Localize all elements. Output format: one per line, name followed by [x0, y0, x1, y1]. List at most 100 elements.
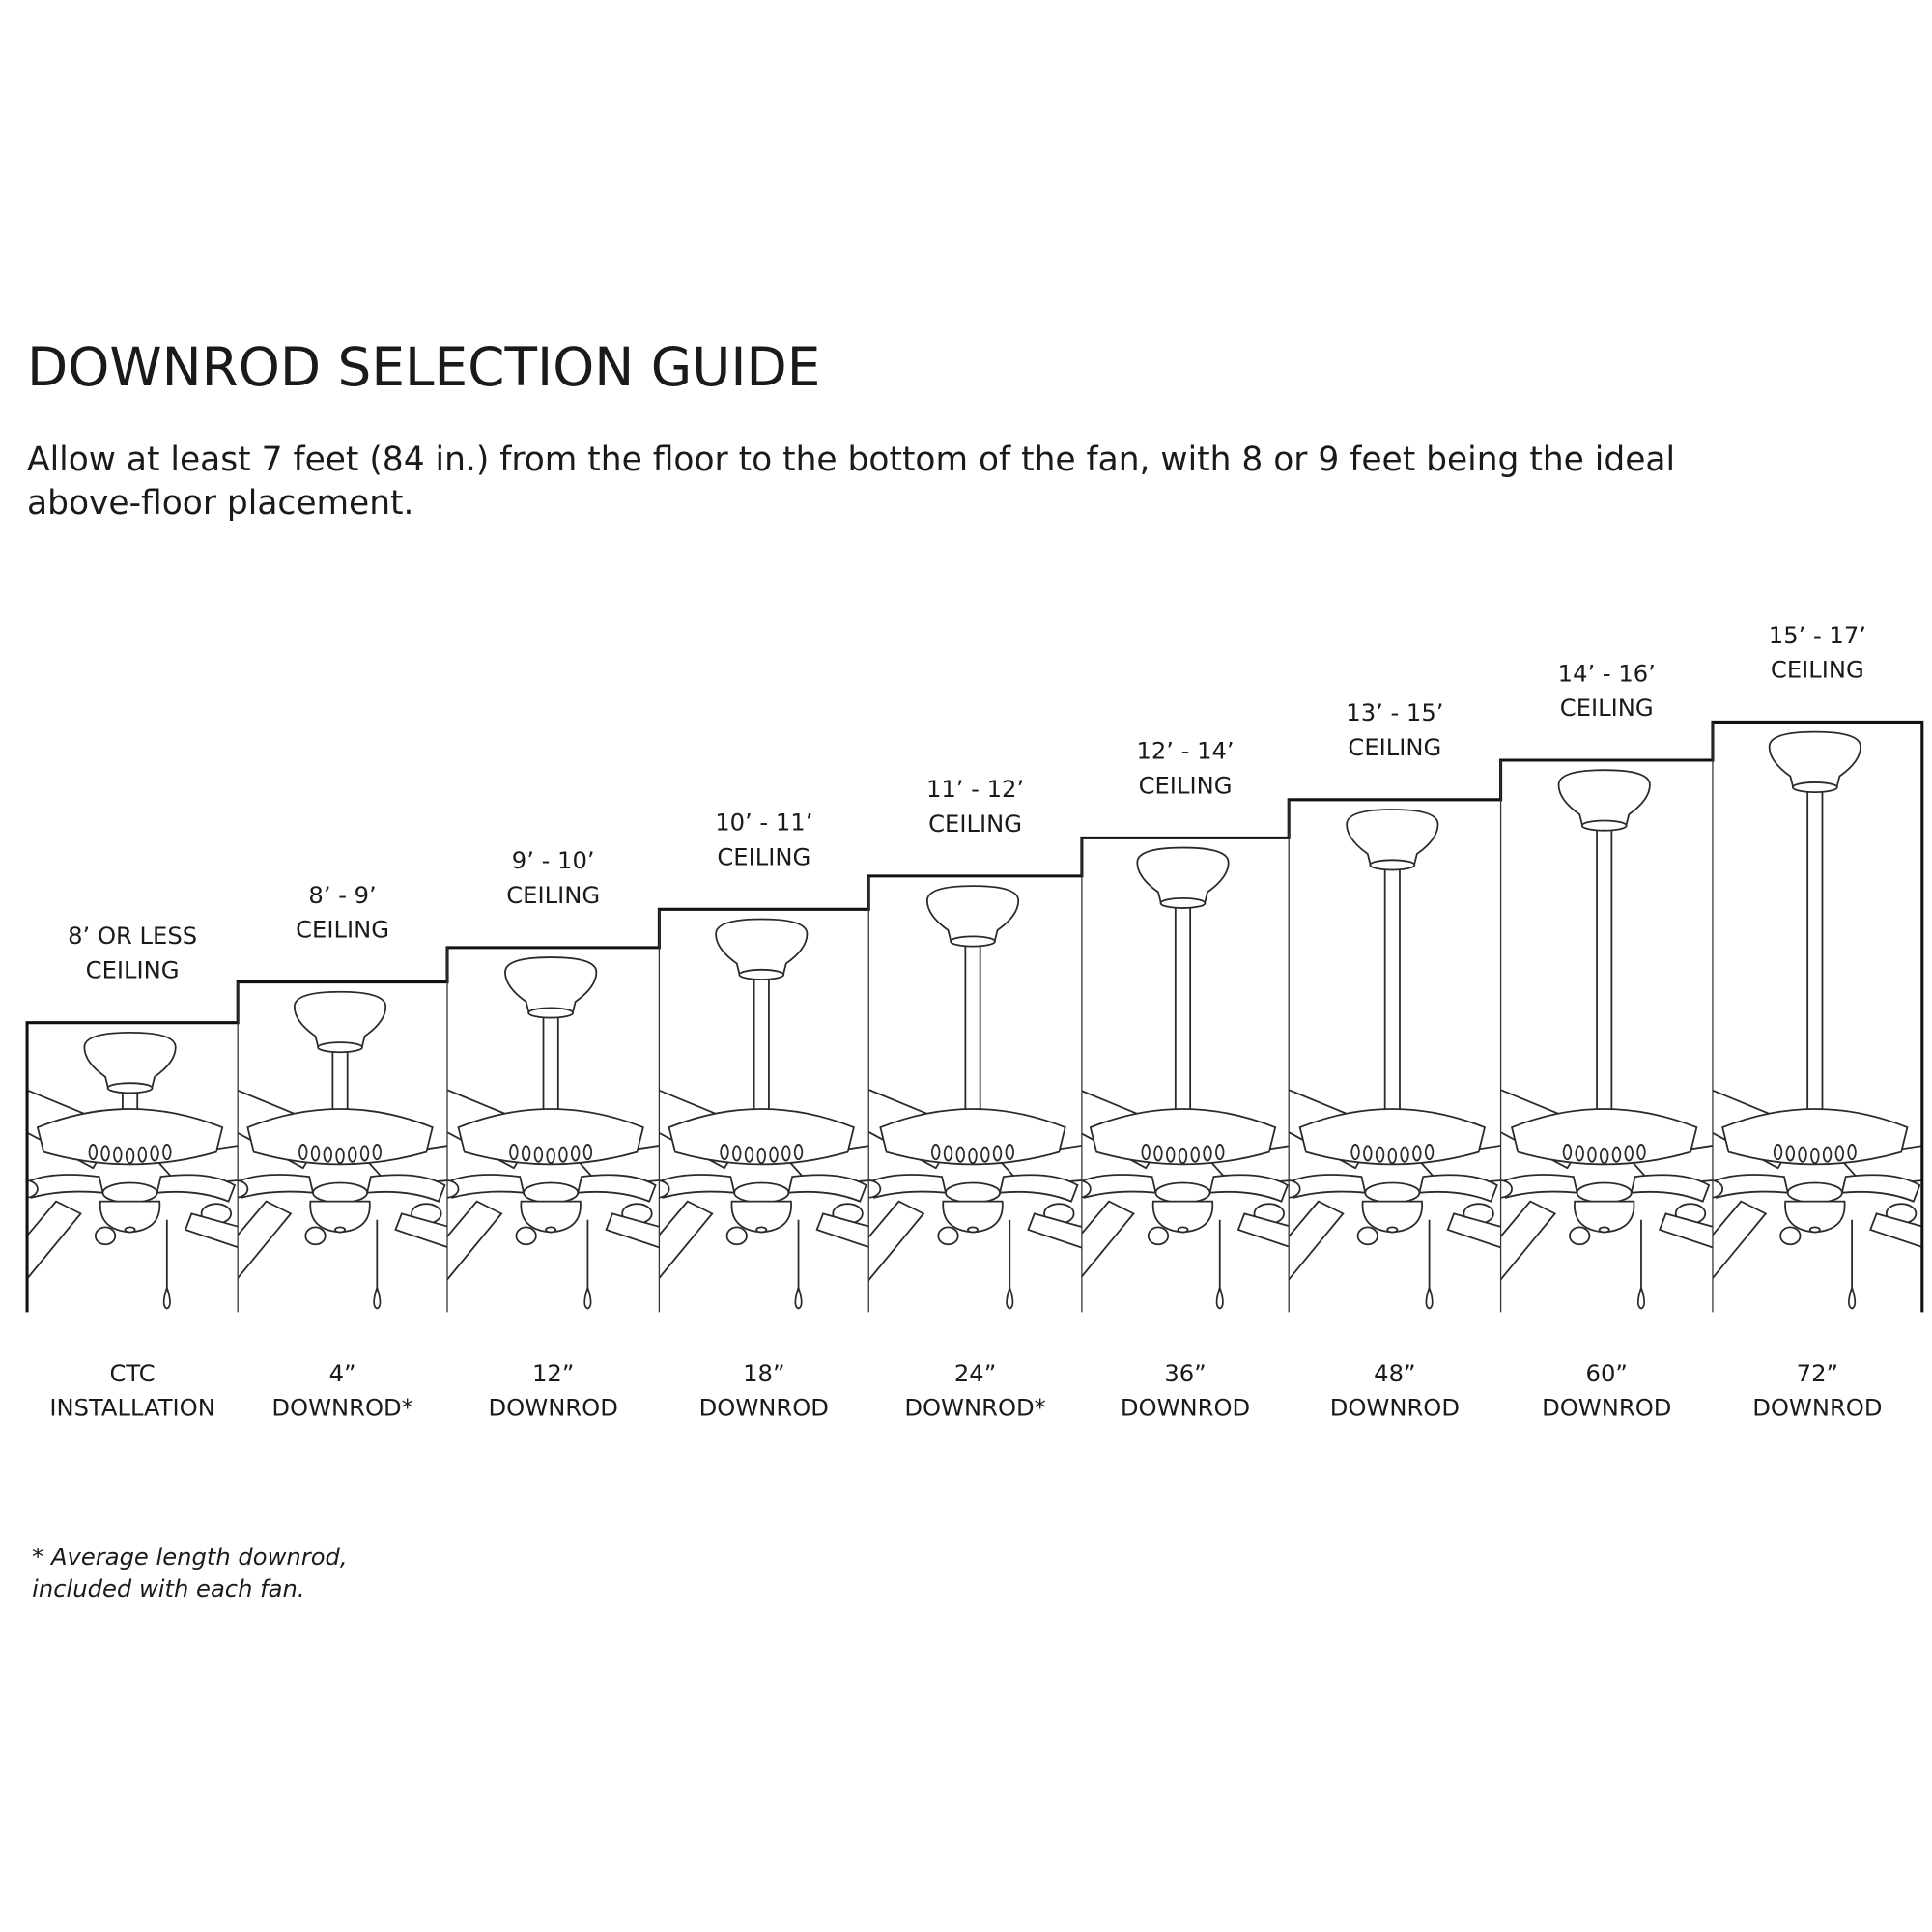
title: DOWNROD SELECTION GUIDE [27, 336, 820, 398]
vent [359, 1145, 370, 1162]
vent [732, 1145, 742, 1162]
finial [1386, 1226, 1399, 1234]
blade [1658, 1212, 1713, 1249]
blade-arm [1208, 1174, 1290, 1203]
finial [967, 1226, 980, 1234]
fan-illustration [27, 1031, 239, 1310]
downrod-label: 24” [954, 1360, 996, 1387]
canopy [1346, 809, 1439, 866]
switch-housing [1154, 1181, 1211, 1204]
blade-arm [1630, 1174, 1711, 1203]
vent [955, 1146, 965, 1163]
vent [931, 1144, 941, 1161]
vent [1636, 1144, 1646, 1161]
downrod [1383, 865, 1401, 1117]
switch-housing [1364, 1181, 1421, 1204]
vent [720, 1144, 729, 1161]
vent [1190, 1146, 1200, 1163]
blade-arm [238, 1174, 315, 1199]
blade [868, 1200, 925, 1282]
arm-end [1779, 1226, 1802, 1246]
motor-housing [1089, 1108, 1277, 1166]
vent [509, 1144, 519, 1161]
arm-end [659, 1179, 670, 1199]
switch-housing [733, 1181, 790, 1204]
canopy [1136, 846, 1230, 903]
downrod-label: INSTALLATION [49, 1395, 214, 1422]
blade [184, 1212, 239, 1249]
arm-end [1569, 1226, 1591, 1246]
blade-arm [787, 1174, 867, 1203]
blade [1500, 1200, 1557, 1281]
switch-housing [1786, 1181, 1843, 1204]
canopy [504, 956, 598, 1013]
vent [335, 1147, 345, 1164]
pull-fob [1848, 1285, 1857, 1310]
subtitle-line: Allow at least 7 feet (84 in.) from the … [27, 440, 1675, 479]
canopy-collar [527, 1007, 575, 1019]
canopy-collar [317, 1041, 363, 1054]
finial [124, 1226, 136, 1234]
switch-housing [101, 1181, 158, 1204]
vent [1847, 1144, 1857, 1161]
arm-end [1289, 1179, 1301, 1199]
arm-end [1712, 1179, 1724, 1199]
fan-illustration [447, 956, 660, 1310]
arm-end [27, 1179, 39, 1199]
ceiling-label: 13’ - 15’ [1346, 699, 1443, 726]
vent [348, 1146, 357, 1163]
blade [1081, 1200, 1135, 1278]
vent [137, 1146, 148, 1163]
vent [582, 1144, 593, 1161]
vent [1798, 1146, 1807, 1163]
pull-fob [794, 1285, 803, 1310]
finial [545, 1226, 557, 1234]
canopy [715, 918, 809, 975]
vent [1834, 1145, 1845, 1162]
downrod-label: DOWNROD* [271, 1395, 412, 1422]
vent [1166, 1146, 1176, 1163]
canopy-collar [1159, 896, 1207, 909]
arm-end [937, 1226, 959, 1246]
ceiling-label: CEILING [296, 917, 389, 944]
downrod-label: DOWNROD* [904, 1395, 1045, 1422]
vent [125, 1147, 135, 1164]
arm-end [868, 1179, 882, 1199]
canopy-collar [738, 968, 785, 980]
vent [323, 1146, 333, 1163]
fan-illustration [1712, 730, 1922, 1310]
motor-housing [1298, 1108, 1487, 1166]
downrod-label: 18” [743, 1360, 784, 1387]
blade-arm [577, 1174, 657, 1203]
blade [394, 1212, 448, 1248]
ceiling-label: 15’ - 17’ [1769, 622, 1866, 649]
ceiling-label: CEILING [928, 810, 1022, 838]
downrod-label: DOWNROD [699, 1395, 829, 1422]
vent [546, 1147, 555, 1164]
ceiling-label: CEILING [1139, 772, 1233, 799]
downrod-label: DOWNROD [1330, 1395, 1460, 1422]
vent [793, 1144, 804, 1161]
vent [1575, 1145, 1584, 1162]
canopy [83, 1031, 177, 1088]
downrod-label: CTC [110, 1360, 156, 1387]
motor-housing [36, 1108, 224, 1166]
blade [447, 1200, 503, 1281]
blade-arm [868, 1174, 948, 1199]
vent [1562, 1144, 1573, 1161]
blade [1027, 1212, 1082, 1249]
blade-arm [1840, 1174, 1921, 1203]
downrod [753, 975, 770, 1117]
vent [1363, 1145, 1373, 1162]
vent [1587, 1146, 1597, 1163]
ceiling-label: CEILING [717, 843, 810, 870]
vent [372, 1144, 383, 1161]
motor-housing [246, 1108, 434, 1166]
ceiling-label: CEILING [1771, 657, 1864, 684]
blade-arm [1712, 1174, 1789, 1199]
arm-end [94, 1226, 117, 1246]
canopy [293, 990, 387, 1047]
downrod-label: 72” [1797, 1360, 1838, 1387]
